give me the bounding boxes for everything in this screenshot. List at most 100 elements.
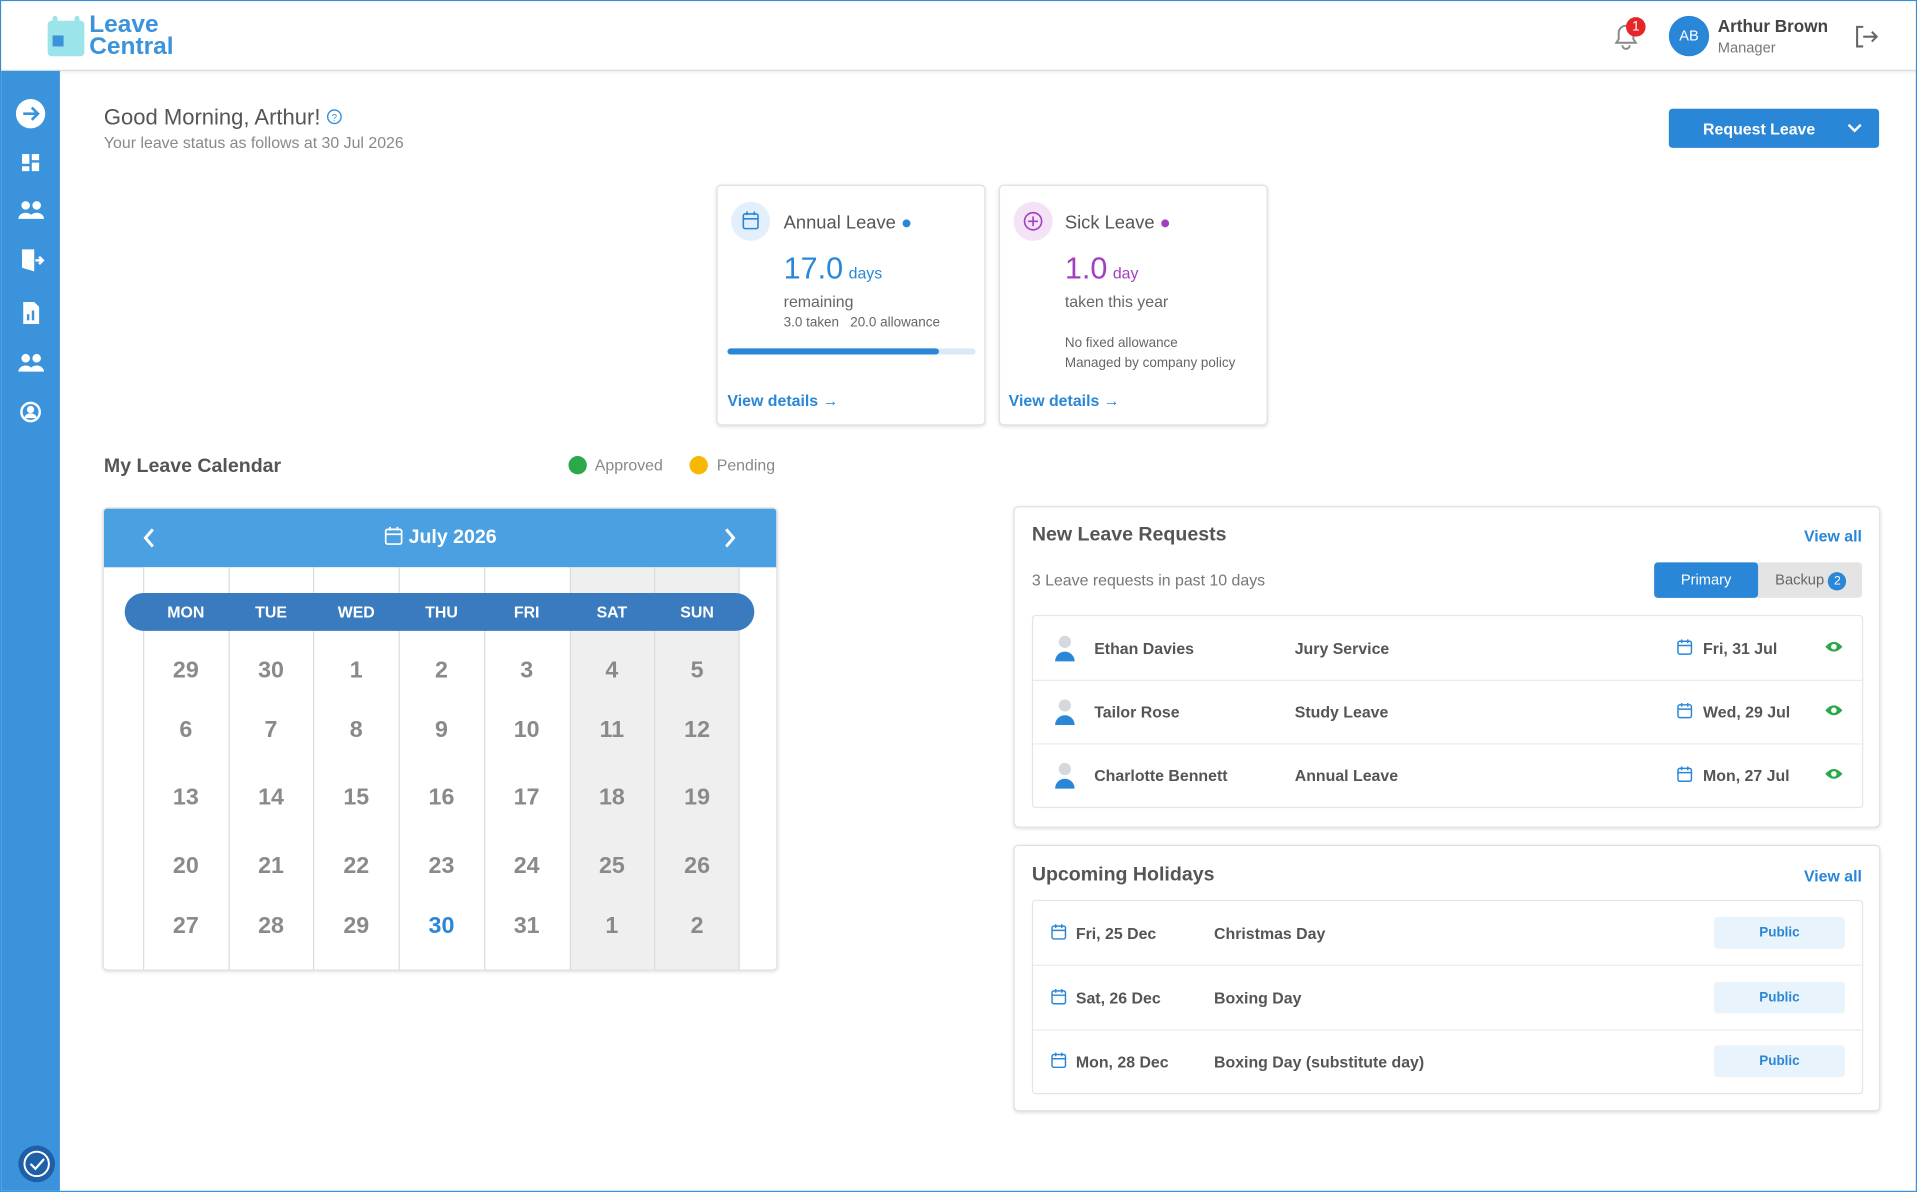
view-all-link[interactable]: View all <box>1803 526 1862 546</box>
tab-primary[interactable]: Primary <box>1654 562 1759 598</box>
greeting-title: Good Morning, Arthur! ? <box>104 105 343 131</box>
view-icon[interactable] <box>1824 703 1844 721</box>
holiday-date: Sat, 26 Dec <box>1075 988 1161 1007</box>
day-cell[interactable]: 8 <box>349 717 363 744</box>
day-cell[interactable]: 19 <box>684 784 711 811</box>
legend-label: Approved <box>594 456 663 475</box>
day-column <box>228 567 314 970</box>
day-cell[interactable]: 29 <box>343 913 370 939</box>
day-cell[interactable]: 10 <box>513 717 540 744</box>
nav-accessibility[interactable] <box>18 1145 56 1183</box>
legend-label: Pending <box>716 456 776 475</box>
day-cell[interactable]: 24 <box>513 853 540 880</box>
nav-leave[interactable] <box>22 249 45 272</box>
tab-label: Backup <box>1775 570 1825 589</box>
weekday-label: SUN <box>680 602 714 622</box>
weekend-column <box>569 567 655 970</box>
logo-line: Central <box>89 33 174 60</box>
nav-people[interactable] <box>18 353 45 372</box>
day-cell[interactable]: 1 <box>349 657 363 684</box>
panel-title: New Leave Requests <box>1031 524 1227 546</box>
request-row[interactable]: Tailor Rose Study Leave Wed, 29 Jul <box>1033 680 1862 745</box>
day-cell[interactable]: 3 <box>520 657 534 684</box>
nav-profile[interactable] <box>20 401 41 423</box>
view-icon[interactable] <box>1824 639 1844 657</box>
sidebar <box>1 70 60 1191</box>
progress-fill <box>727 348 939 355</box>
prev-month[interactable] <box>141 527 158 549</box>
nav-dashboard[interactable] <box>22 154 40 172</box>
details: 3.0 taken 20.0 allowance <box>784 315 940 330</box>
day-cell[interactable]: 14 <box>258 784 284 811</box>
person-icon <box>1053 633 1077 666</box>
greeting-subtitle: Your leave status as follows at 30 Jul 2… <box>103 133 404 152</box>
svg-text:?: ? <box>332 113 338 124</box>
view-icon[interactable] <box>1824 767 1844 785</box>
day-cell[interactable]: 17 <box>513 784 540 811</box>
day-cell[interactable]: 9 <box>434 717 448 744</box>
avatar[interactable]: AB <box>1668 15 1710 57</box>
help-icon[interactable]: ? <box>327 109 343 125</box>
day-cell[interactable]: 13 <box>172 784 199 811</box>
requests-panel: New Leave Requests View all 3 Leave requ… <box>1013 506 1881 828</box>
today-cell[interactable]: 30 <box>428 913 455 939</box>
view-details-link[interactable]: View details → <box>1008 391 1120 410</box>
nav-team[interactable] <box>18 201 45 219</box>
logout-icon[interactable] <box>1852 23 1879 50</box>
day-cell[interactable]: 25 <box>598 853 625 880</box>
day-cell[interactable]: 5 <box>690 657 704 684</box>
view-all-link[interactable]: View all <box>1803 866 1862 886</box>
day-cell[interactable]: 15 <box>343 784 370 811</box>
link-text: View details <box>1008 391 1100 410</box>
day-cell[interactable]: 4 <box>605 657 619 684</box>
panel-title: Upcoming Holidays <box>1031 864 1215 886</box>
day-cell[interactable]: 11 <box>599 717 625 744</box>
day-cell[interactable]: 1 <box>605 913 619 939</box>
legend-item: Pending <box>689 456 776 475</box>
request-row[interactable]: Ethan Davies Jury Service Fri, 31 Jul <box>1033 616 1862 681</box>
amount: 17.0 <box>783 251 844 287</box>
holiday-tag: Public <box>1714 916 1845 949</box>
day-column <box>398 567 484 970</box>
nav-reports[interactable] <box>23 301 40 324</box>
nav-expand[interactable] <box>15 99 46 129</box>
view-details-link[interactable]: View details → <box>727 391 839 410</box>
day-cell[interactable]: 18 <box>598 784 625 811</box>
calendar-icon <box>1676 765 1693 783</box>
calendar-title: My Leave Calendar <box>103 456 282 477</box>
day-cell[interactable]: 6 <box>179 717 193 744</box>
request-leave-button[interactable]: Request Leave <box>1668 108 1880 148</box>
sidebar-icons <box>15 99 56 1183</box>
weekday-label: SAT <box>596 602 628 622</box>
button-label: Request Leave <box>1703 119 1816 139</box>
calendar: July 2026 MON TUE WED THU FRI SAT SUN 29 30 1 2 3 4 5… <box>102 507 778 971</box>
day-cell[interactable]: 26 <box>684 853 711 880</box>
day-cell[interactable]: 20 <box>172 853 199 880</box>
next-month[interactable] <box>721 527 738 549</box>
day-cell[interactable]: 31 <box>513 913 540 939</box>
tab-backup[interactable]: Backup 2 <box>1775 570 1847 591</box>
day-cell[interactable]: 30 <box>258 657 284 684</box>
request-row[interactable]: Charlotte Bennett Annual Leave Mon, 27 Jul <box>1033 743 1862 807</box>
day-cell[interactable]: 22 <box>343 853 370 880</box>
link-text: View details <box>727 391 819 410</box>
day-cell[interactable]: 28 <box>258 913 284 939</box>
day-cell[interactable]: 2 <box>690 913 704 939</box>
day-cell[interactable]: 23 <box>428 853 455 880</box>
progress-track <box>727 348 976 355</box>
logo-text[interactable]: Leave Central <box>89 12 174 60</box>
day-cell[interactable]: 27 <box>172 913 199 939</box>
dropdown-icon[interactable] <box>1846 121 1863 136</box>
day-cell[interactable]: 2 <box>434 657 448 684</box>
day-cell[interactable]: 7 <box>264 717 278 744</box>
day-cell[interactable]: 16 <box>428 784 455 811</box>
caption: taken this year <box>1064 292 1169 311</box>
day-cell[interactable]: 29 <box>172 657 199 684</box>
weekend-column <box>654 567 740 970</box>
annual-leave-card: Annual Leave ● 17.0 days remaining 3.0 t… <box>716 184 986 426</box>
month-icon <box>384 526 403 545</box>
day-cell[interactable]: 21 <box>258 853 284 880</box>
day-column <box>143 567 229 970</box>
day-cell[interactable]: 12 <box>684 717 711 744</box>
